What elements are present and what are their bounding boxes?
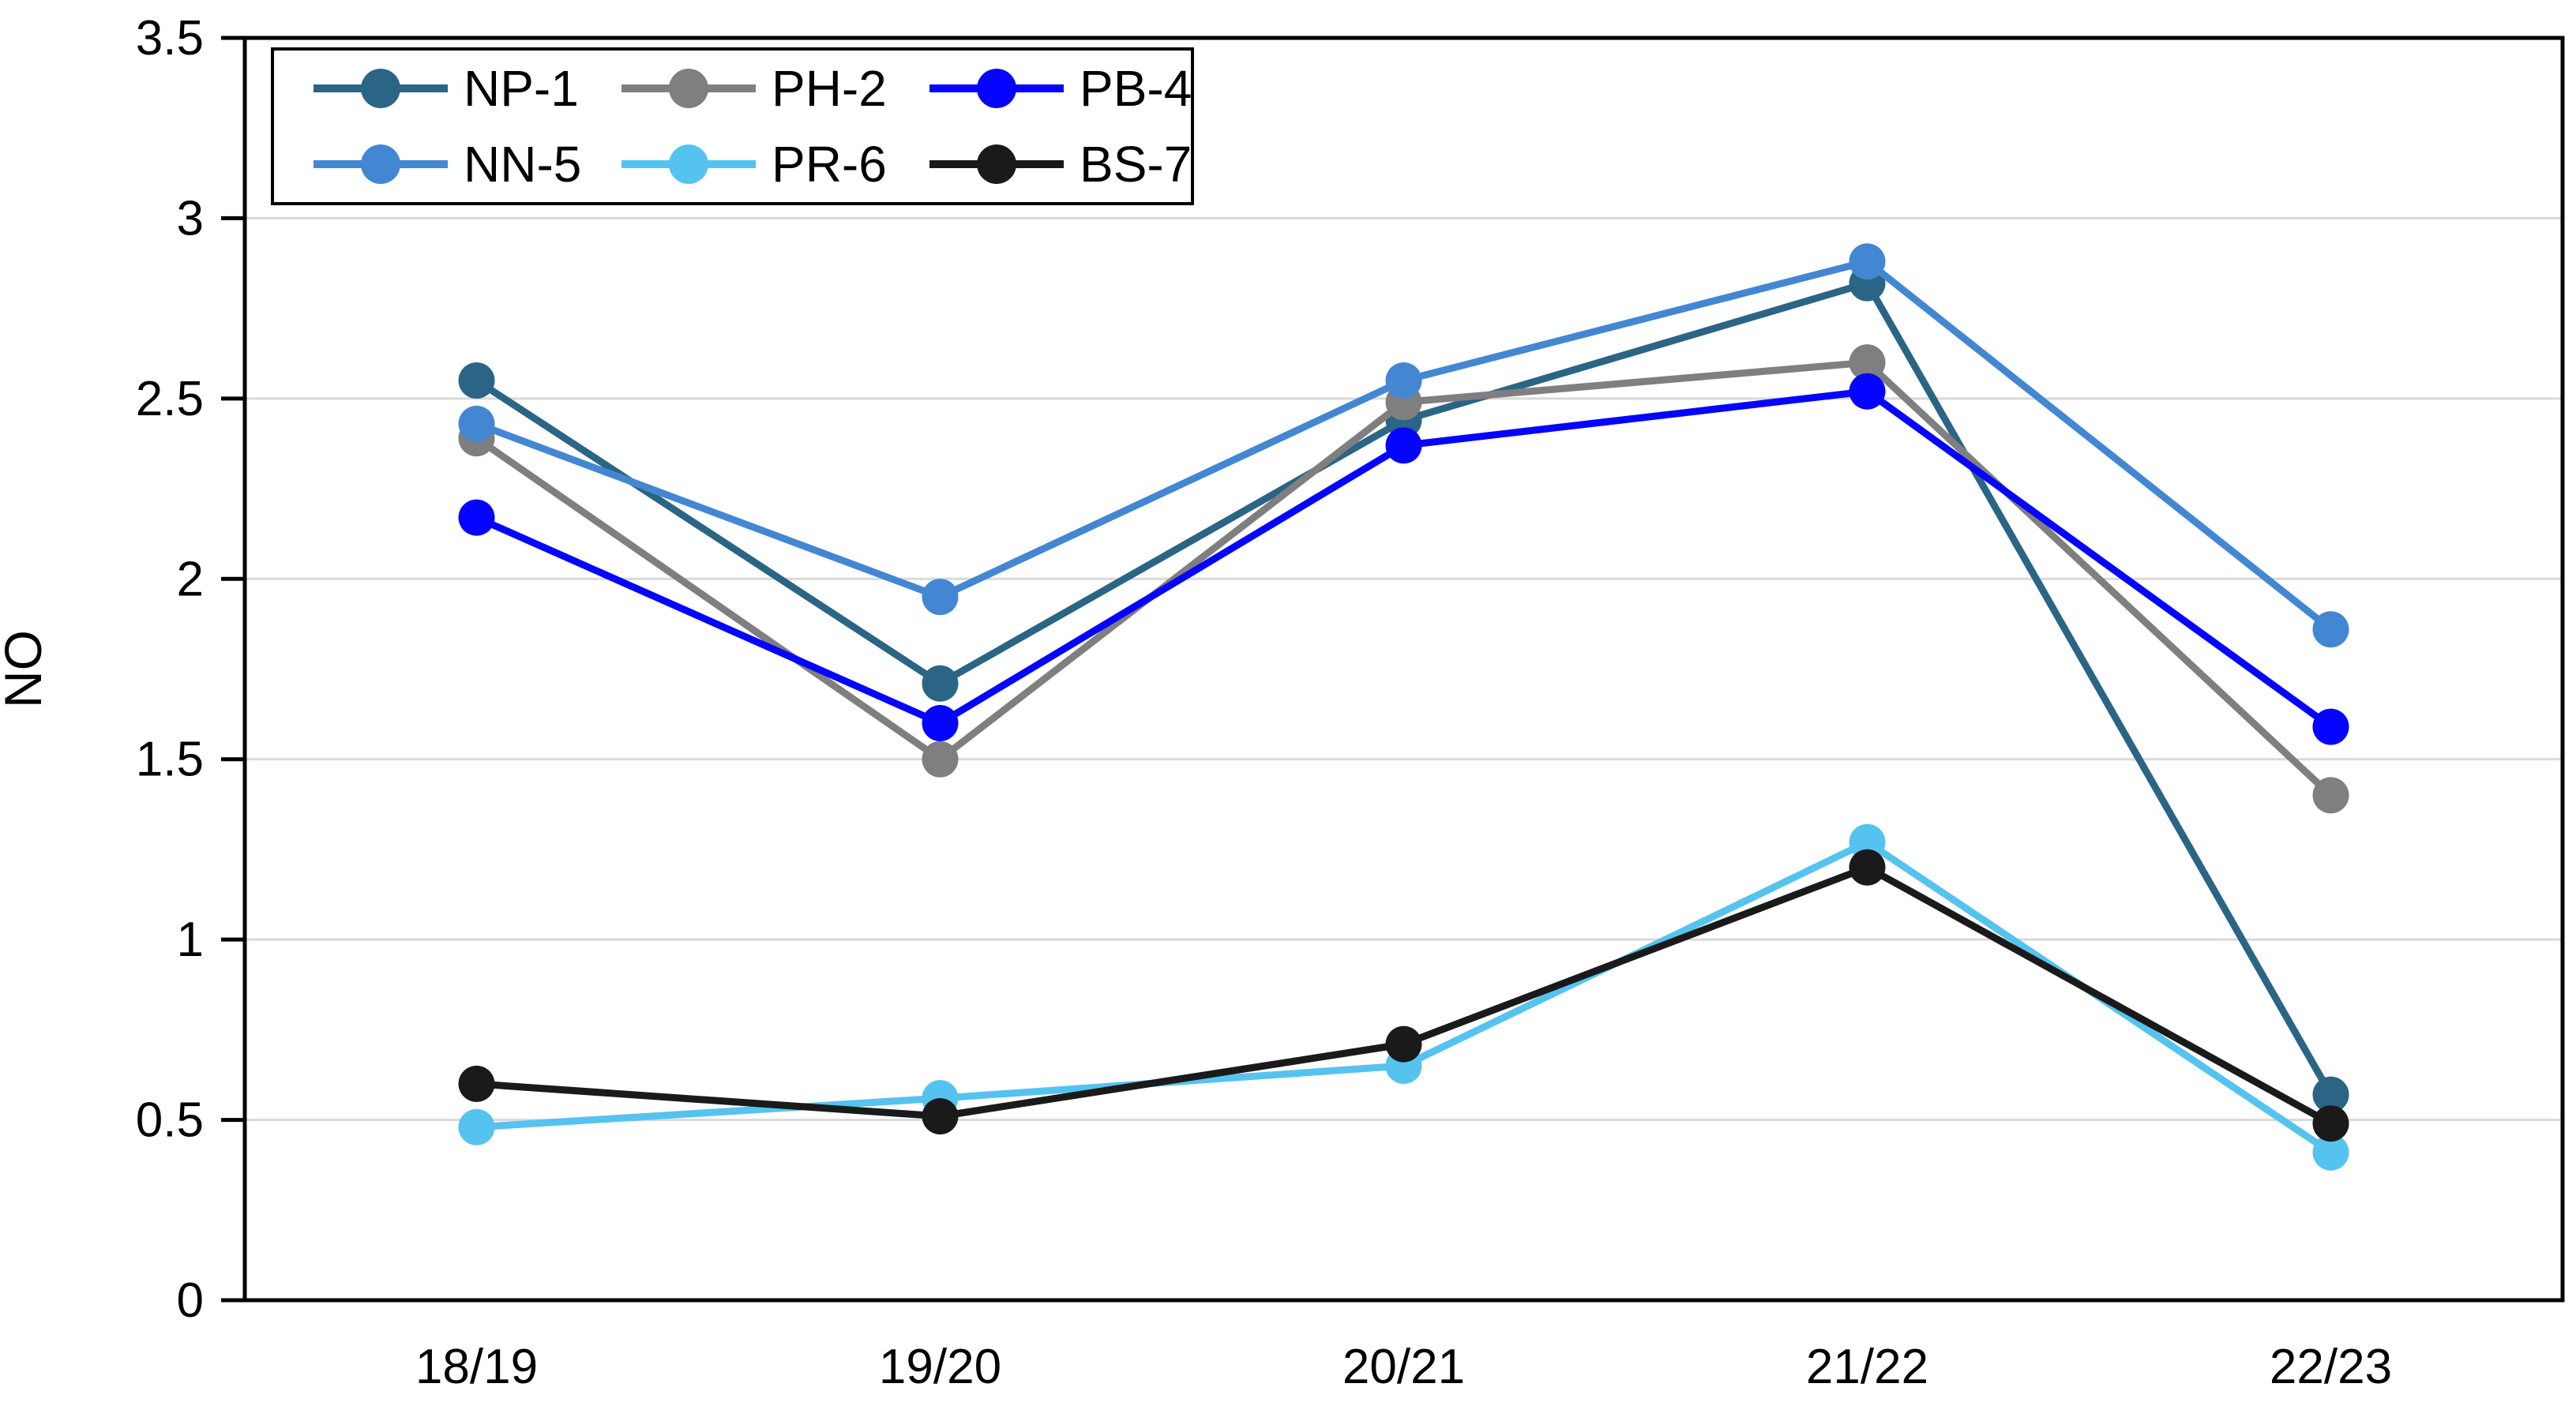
series-NP-1-marker-22/23 [2312,1076,2349,1113]
y-tick-label: 1.5 [136,733,204,787]
series-PH-2-marker-21/22 [1849,344,1886,381]
legend-marker [361,144,400,184]
plot-border [242,36,2565,1303]
y-tick-label: 0 [177,1273,204,1328]
legend-label: PR-6 [772,136,887,193]
series-PR-6-marker-21/22 [1849,823,1886,860]
series-NP-1-marker-18/19 [458,362,495,399]
series-PB-4-marker-21/22 [1849,373,1886,410]
series-BS-7-marker-22/23 [2312,1105,2349,1142]
y-tick-label: 2 [177,552,204,606]
legend-box [271,47,1194,205]
series-PR-6-marker-18/19 [458,1108,495,1145]
legend-item-BS-7: BS-7 [929,136,1192,193]
legend-label: NN-5 [464,136,581,193]
legend-label: BS-7 [1080,136,1192,193]
x-tick-label: 18/19 [415,1340,538,1394]
x-tick-label: 22/23 [2270,1340,2392,1394]
legend-item-PB-4: PB-4 [929,60,1192,117]
series-PR-6-marker-22/23 [2312,1134,2349,1171]
series-NP-1-marker-19/20 [922,665,959,702]
legend-label: NP-1 [464,60,579,117]
y-axis-title: NO [0,630,52,708]
series-NN-5-marker-21/22 [1849,243,1886,280]
legend-marker [977,144,1016,184]
legend-marker [361,69,400,108]
series-PB-4-marker-18/19 [458,499,495,536]
legend-item-PH-2: PH-2 [621,60,887,117]
y-tick-label: 1 [177,913,204,967]
series-PB-4-marker-22/23 [2312,708,2349,745]
series-PH-2-marker-19/20 [922,740,959,778]
legend-item-PR-6: PR-6 [621,136,887,193]
legend-marker [669,144,708,184]
y-tick-label: 3 [177,191,204,246]
legend-marker [977,69,1016,108]
series-BS-7-marker-20/21 [1385,1025,1422,1063]
y-tick-label: 3.5 [136,11,204,66]
y-tick-label: 0.5 [136,1093,204,1148]
series-PH-2-marker-22/23 [2312,777,2349,814]
series-PB-4-marker-19/20 [922,705,959,742]
legend-item-NP-1: NP-1 [314,60,579,117]
legend-label: PH-2 [772,60,887,117]
series-BS-7-marker-21/22 [1849,849,1886,886]
series-NN-5-marker-22/23 [2312,611,2349,648]
series-BS-7-marker-19/20 [922,1098,959,1135]
series-NN-5-marker-18/19 [458,405,495,442]
legend-item-NN-5: NN-5 [314,136,581,193]
y-tick-label: 2.5 [136,372,204,426]
x-tick-label: 21/22 [1806,1340,1928,1394]
series-PB-4-marker-20/21 [1385,427,1422,464]
series-NN-5-marker-19/20 [922,579,959,616]
x-tick-label: 20/21 [1342,1340,1465,1394]
series-BS-7-marker-18/19 [458,1065,495,1102]
series-NN-5-marker-20/21 [1385,362,1422,399]
legend-label: PB-4 [1080,60,1192,117]
legend-marker [669,69,708,108]
x-tick-label: 19/20 [879,1340,1001,1394]
